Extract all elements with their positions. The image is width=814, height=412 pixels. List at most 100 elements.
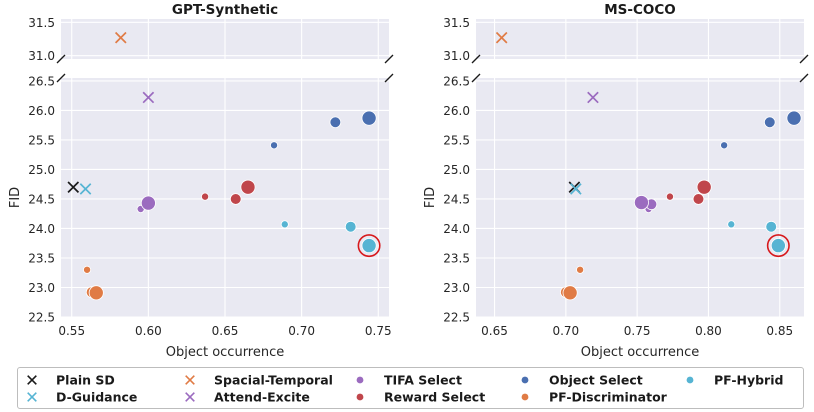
cross-stroke [67, 181, 80, 193]
legend-marker-x [27, 392, 37, 402]
y-tick-label: 25.5 [443, 133, 470, 147]
y-tick-label: 24.0 [28, 222, 55, 236]
y-tick-label: 23.0 [443, 281, 470, 295]
panel-ms-coco: MS-COCO 0.65 0.70 0.75 0.80 0.85 31.5 31.0 26.5 2… [423, 2, 809, 360]
legend-item-d-guidance: D-Guidance [27, 390, 137, 405]
point-object-select [270, 141, 279, 150]
axis-break-mark [56, 54, 66, 64]
x-axis-label: Object occurrence [581, 345, 700, 360]
legend-marker-x [185, 375, 195, 385]
legend-label: PF-Hybrid [714, 373, 783, 388]
y-tick-label: 25.0 [28, 163, 55, 177]
point-reward-select [665, 192, 674, 201]
point-reward-select [201, 192, 210, 201]
point-pf-discriminator [83, 265, 92, 274]
point-tifa-select [140, 195, 156, 211]
point-pf-discriminator [576, 265, 585, 274]
point-d-guidance [570, 183, 582, 195]
cross-stroke [142, 91, 155, 104]
legend-item-pf-hybrid: PF-Hybrid [686, 373, 783, 388]
legend-marker-x [27, 375, 37, 385]
point-pf-hybrid [765, 220, 777, 233]
y-tick-label: 26.5 [443, 74, 470, 88]
legend-item-reward-select: Reward Select [356, 390, 485, 405]
x-tick-label: 0.65 [481, 324, 508, 338]
axis-break-mark [799, 73, 809, 83]
y-tick-label: 25.0 [443, 163, 470, 177]
y-tick-label: 23.0 [28, 281, 55, 295]
y-tick-label: 22.5 [443, 311, 470, 325]
y-tick-label: 26.0 [28, 104, 55, 118]
axis-break-mark [56, 73, 66, 83]
legend-label: Spacial-Temporal [214, 373, 333, 388]
y-tick-label: 31.5 [28, 16, 55, 30]
legend-label: TIFA Select [384, 373, 462, 388]
point-reward-select [229, 193, 242, 205]
panel-title: MS-COCO [604, 2, 676, 18]
point-d-guidance [79, 183, 92, 195]
point-reward-select [692, 193, 705, 205]
y-tick-label: 22.5 [28, 311, 55, 325]
cross-stroke [587, 91, 599, 104]
legend-label: Plain SD [56, 373, 115, 388]
legend-label: Reward Select [384, 390, 485, 405]
point-attend-excite [587, 91, 599, 104]
panel-title: GPT-Synthetic [172, 2, 278, 18]
y-tick-label: 23.5 [443, 251, 470, 265]
legend-item-pf-discriminator: PF-Discriminator [521, 390, 668, 405]
cross-stroke [570, 183, 582, 195]
legend-marker-dot [356, 393, 364, 401]
legend: Plain SD D-Guidance Spacial-Temporal Attend… [17, 367, 804, 409]
x-axis-label: Object occurrence [166, 345, 285, 360]
legend-item-object-select: Object Select [521, 373, 643, 388]
y-tick-label: 31.0 [443, 49, 470, 63]
highlight-ring [357, 234, 381, 258]
x-tick-label: 0.55 [58, 324, 85, 338]
x-tick-label: 0.65 [212, 324, 239, 338]
legend-label: Object Select [549, 373, 643, 388]
point-pf-hybrid [361, 238, 377, 254]
point-pf-hybrid [344, 220, 357, 233]
y-tick-label: 23.5 [28, 251, 55, 265]
x-tick-label: 0.80 [695, 324, 722, 338]
point-pf-hybrid [727, 220, 736, 229]
axis-break-mark [384, 54, 394, 64]
legend-marker-dot [686, 376, 694, 384]
legend-marker-dot [521, 376, 529, 384]
y-tick-label: 31.0 [28, 49, 55, 63]
point-pf-discriminator [88, 285, 104, 301]
y-tick-label: 24.5 [28, 192, 55, 206]
plot-area-top [476, 19, 804, 59]
point-attend-excite [142, 91, 155, 104]
legend-item-attend-excite: Attend-Excite [185, 390, 310, 405]
legend-item-spacial-temporal: Spacial-Temporal [185, 373, 333, 388]
x-tick-label: 0.60 [135, 324, 162, 338]
y-tick-label: 24.0 [443, 222, 470, 236]
x-tick-label: 0.70 [288, 324, 315, 338]
point-reward-select [696, 179, 712, 195]
point-spacial-temporal [495, 31, 508, 44]
legend-box [17, 367, 804, 409]
point-pf-hybrid [280, 220, 289, 229]
point-spacial-temporal [114, 31, 127, 44]
point-pf-discriminator [562, 285, 578, 301]
y-axis-label: FID [423, 187, 438, 208]
point-object-select [329, 116, 342, 129]
x-tick-label: 0.85 [766, 324, 793, 338]
point-tifa-select [633, 195, 649, 211]
axis-break-mark [471, 54, 481, 64]
x-tick-label: 0.75 [624, 324, 651, 338]
panel-gpt-synthetic: GPT-Synthetic 0.55 0.60 0.65 0.70 0.75 31.5 31.… [8, 2, 394, 360]
point-object-select [786, 110, 802, 126]
axis-break-mark [384, 73, 394, 83]
point-reward-select [240, 179, 256, 195]
y-tick-label: 24.5 [443, 192, 470, 206]
legend-label: Attend-Excite [214, 390, 310, 405]
cross-stroke [79, 183, 92, 195]
legend-marker-dot [356, 376, 364, 384]
y-tick-label: 25.5 [28, 133, 55, 147]
point-pf-hybrid [770, 238, 786, 254]
y-axis-label: FID [8, 187, 23, 208]
axis-break-mark [799, 54, 809, 64]
legend-marker-dot [521, 393, 529, 401]
